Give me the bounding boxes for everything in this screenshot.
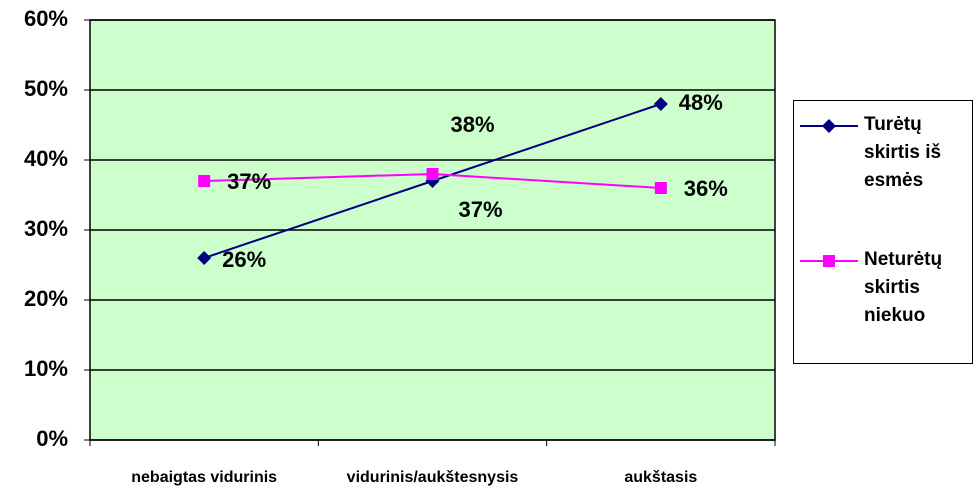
x-tick-label: nebaigtas vidurinis — [131, 469, 277, 486]
data-label: 48% — [679, 90, 723, 115]
data-label: 37% — [227, 169, 271, 194]
legend-marker — [822, 119, 836, 133]
data-label: 26% — [222, 247, 266, 272]
y-tick-label: 60% — [24, 6, 68, 31]
marker — [653, 97, 668, 111]
plot-border — [89, 19, 776, 441]
x-tick-label: aukštasis — [624, 469, 697, 486]
y-tick-label: 20% — [24, 286, 68, 311]
data-label: 38% — [450, 112, 494, 137]
x-tick-label: vidurinis/aukštesnysis — [347, 469, 519, 486]
data-label: 36% — [684, 176, 728, 201]
data-label: 37% — [458, 197, 502, 222]
legend-marker — [823, 255, 835, 267]
legend-label: Neturėtų skirtis niekuo — [864, 249, 943, 326]
marker — [197, 251, 212, 265]
y-tick-label: 10% — [24, 356, 68, 381]
marker — [426, 168, 439, 180]
y-tick-label: 0% — [36, 426, 68, 451]
y-tick-label: 40% — [24, 146, 68, 171]
marker — [654, 182, 667, 194]
y-tick-label: 30% — [24, 216, 68, 241]
marker — [198, 175, 211, 187]
y-tick-label: 50% — [24, 76, 68, 101]
legend-icon — [800, 119, 858, 133]
legend-icon — [800, 255, 858, 267]
legend-label: Turėtų skirtis iš esmės — [864, 114, 942, 191]
legend: Turėtų skirtis iš esmės Neturėtų skirtis … — [793, 100, 973, 364]
